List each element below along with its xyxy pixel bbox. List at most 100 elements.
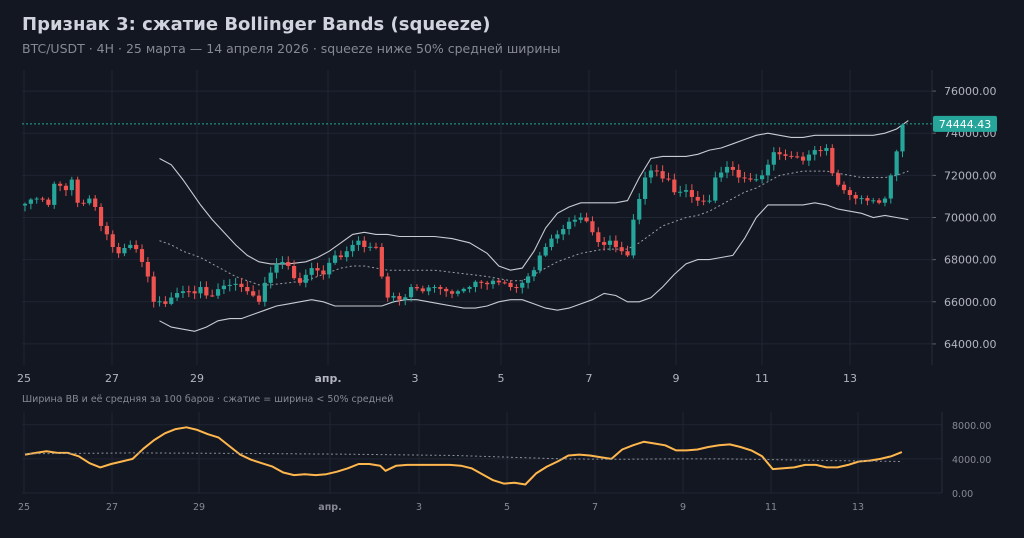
candle [69,176,74,196]
candle [128,240,133,250]
candle [385,272,390,302]
candle [707,194,712,204]
candle-body [578,217,583,220]
candle-body [748,178,753,180]
candle-body [414,287,420,289]
candle-body [800,156,806,161]
candle [631,214,636,259]
candle-body [227,284,232,286]
candle [40,196,45,202]
candle [590,216,595,236]
candle [701,194,706,206]
candle [151,271,156,308]
candle-body [490,280,496,285]
candle-body [520,282,525,288]
bollinger-bands [159,120,909,332]
candle-body [777,152,782,155]
candle-body [379,247,384,277]
candle [666,172,671,182]
candle-body [672,179,677,193]
candle-body [724,166,730,173]
chart-title: Признак 3: сжатие Bollinger Bands (squee… [22,14,491,35]
candle [654,164,659,177]
candle-body [151,276,156,302]
candle [894,149,899,182]
candle-body [122,247,127,254]
candle [596,227,601,247]
candle [93,195,98,211]
candle-body [555,234,560,239]
candle-body [444,288,449,292]
candle [490,278,496,289]
candle-body [22,203,28,206]
candle [771,147,776,171]
candle-body [502,282,507,284]
candle [409,283,414,302]
y-tick-label: 68000.00 [944,254,997,267]
candle [315,262,320,277]
chart-subtitle: BTC/USDT · 4H · 25 марта — 14 апреля 202… [22,41,561,56]
candle [438,284,443,295]
candle [508,280,513,291]
candle-body [566,221,572,229]
candle [543,243,548,257]
candle [847,186,852,201]
candle [280,256,285,269]
candle-body [637,198,642,220]
candle-body [765,164,771,176]
candle-body [754,179,759,181]
x-tick-label: 5 [498,372,505,385]
candle-body [110,234,115,247]
x-tick-label: 7 [586,372,593,385]
candle [713,171,718,204]
candle [52,181,57,209]
candle-body [356,240,361,245]
candle-body [713,177,718,201]
candle [742,171,747,183]
candle-body [590,221,595,233]
candle [648,164,654,184]
lower-panel-label: Ширина BB и её средняя за 100 баров · сж… [22,394,394,405]
candle-body [771,152,776,165]
candle [660,165,665,183]
candle [555,230,560,244]
candle-body [678,191,683,193]
candle [695,191,700,206]
candle-body [806,154,811,161]
sub-x-tick-label: 7 [592,502,598,513]
sub-x-tick-label: 27 [106,502,118,513]
candle-body [824,147,829,152]
candle-body [572,219,577,222]
candle-body [508,282,513,288]
candle [22,202,28,212]
candle-body [315,268,320,271]
candle-body [350,244,355,252]
candle-body [292,265,297,279]
candle-body [186,291,191,293]
sub-x-tick-label: апр. [318,502,341,513]
candle-body [338,255,343,258]
candle [58,181,63,192]
candle [572,215,577,227]
candle-body [321,270,326,275]
candle-body [871,200,876,202]
candle [180,285,186,299]
candle-body [309,268,314,275]
candle [449,289,455,299]
candle [467,285,472,293]
x-tick-label: 9 [673,372,680,385]
candle [877,198,882,205]
candle [888,173,893,204]
candle [526,273,531,289]
candle-body [719,172,724,178]
candle [871,197,876,204]
candle-body [660,171,665,179]
candle-body [145,261,150,277]
candle [227,279,232,292]
candle-body [87,198,92,204]
candle [134,240,139,253]
candle-body [900,124,905,152]
candle [169,292,174,306]
y-tick-label: 64000.00 [944,338,997,351]
candle-body [795,156,800,158]
